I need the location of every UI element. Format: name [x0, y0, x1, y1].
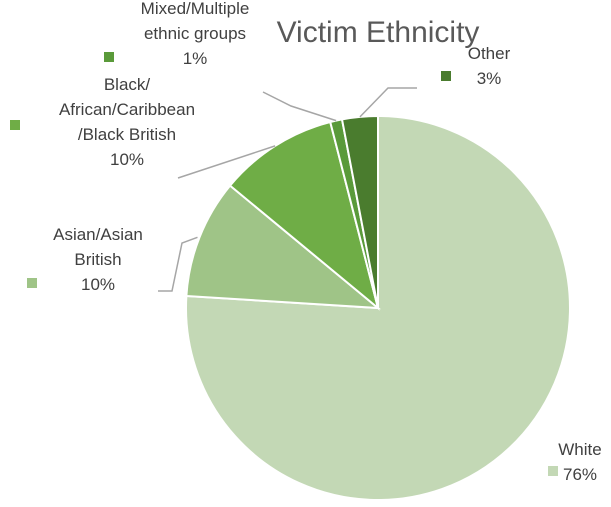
slice-category-label: Asian/Asian	[53, 225, 143, 244]
leader-line-other	[359, 87, 417, 118]
slice-category-label: British	[74, 250, 121, 269]
pie-slice-white	[185, 114, 571, 501]
legend-key-black-african-caribbean-black-british	[10, 120, 20, 130]
slice-value-label: 10%	[110, 150, 144, 169]
slice-label-asian-asian-british: Asian/Asian British 10%	[27, 225, 143, 294]
slice-category-label: ethnic groups	[144, 24, 246, 43]
slice-value-label: 76%	[563, 465, 597, 484]
slice-value-label: 10%	[81, 275, 115, 294]
pie-slice-black-african-caribbean-black-british	[228, 120, 380, 311]
leader-line-asian-asian-british	[158, 236, 198, 292]
legend-key-white	[548, 466, 558, 476]
slice-category-label: Other	[468, 44, 511, 63]
slice-label-other: Other 3%	[441, 44, 511, 88]
pie-slices	[185, 114, 571, 501]
legend-key-mixed-multiple-ethnic-groups	[104, 52, 114, 62]
slice-label-mixed-multiple-ethnic-groups: Mixed/Multiple ethnic groups 1%	[104, 0, 249, 68]
slice-category-label: Mixed/Multiple	[141, 0, 250, 18]
pie-slice-asian-asian-british	[185, 184, 382, 310]
leader-lines	[158, 87, 417, 292]
slice-labels: White76%Asian/AsianBritish10%Black/Afric…	[10, 0, 602, 484]
leader-line-black-african-caribbean-black-british	[177, 145, 276, 179]
slice-label-black-african-caribbean-black-british: Black/African/Caribbean/Black British 10%	[10, 75, 195, 169]
slice-category-label: White	[558, 440, 601, 459]
slice-category-label: /Black British	[78, 125, 176, 144]
slice-value-label: 1%	[183, 49, 208, 68]
legend-key-asian-asian-british	[27, 278, 37, 288]
leader-line-mixed-multiple-ethnic-groups	[262, 91, 337, 122]
chart-title: Victim Ethnicity	[277, 16, 480, 49]
slice-label-white: White 76%	[548, 440, 602, 484]
slice-value-label: 3%	[477, 69, 502, 88]
legend-key-other	[441, 71, 451, 81]
slice-category-label: Black/	[104, 75, 151, 94]
slice-category-label: African/Caribbean	[59, 100, 195, 119]
